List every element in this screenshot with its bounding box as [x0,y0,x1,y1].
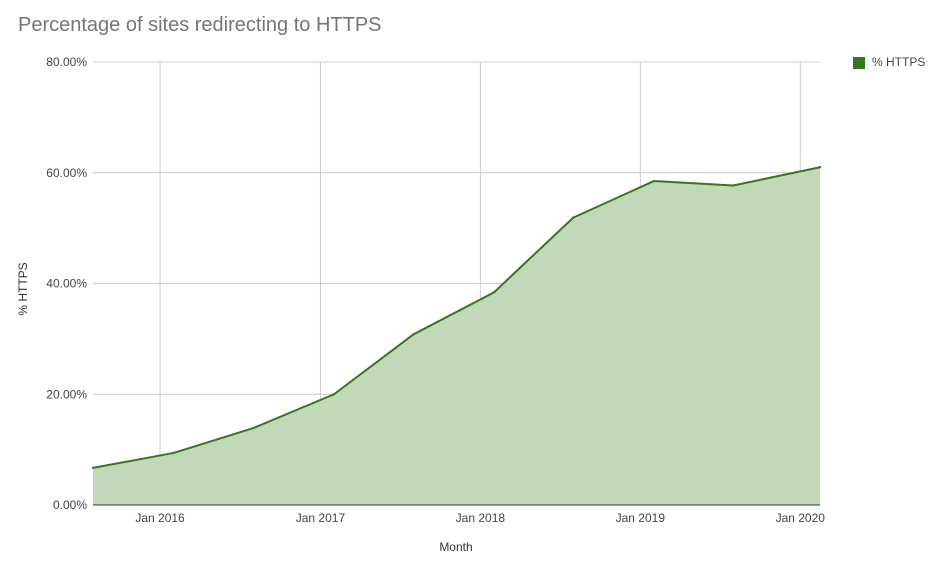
data-point [412,333,415,336]
data-point [332,393,336,396]
series-line [92,166,821,469]
data-point [91,466,95,470]
x-tick-label: Jan 2016 [135,511,185,525]
y-axis-title: % HTTPS [16,262,30,315]
series-area-fill [93,167,820,505]
x-axis-title: Month [439,540,472,554]
legend-swatch [853,57,865,69]
legend: % HTTPS [853,55,925,69]
x-tick-label: Jan 2018 [456,511,506,525]
data-point [572,216,575,219]
x-axis-ticks: Jan 2016 Jan 2017 Jan 2018 Jan 2019 Jan 2020 [135,511,825,525]
x-tick-label: Jan 2017 [296,511,346,525]
data-point [492,291,496,294]
data-point [652,179,656,183]
data-point [818,166,822,169]
x-tick-label: Jan 2020 [776,511,826,525]
data-point [732,184,735,187]
y-tick-label: 80.00% [46,55,87,69]
y-tick-label: 0.00% [53,498,87,512]
plot-area [91,166,822,506]
data-point [172,451,175,455]
x-tick-label: Jan 2019 [616,511,666,525]
legend-label: % HTTPS [872,55,925,69]
y-tick-label: 20.00% [46,387,87,401]
chart-title: Percentage of sites redirecting to HTTPS [18,14,382,36]
y-tick-label: 40.00% [46,277,87,291]
y-tick-label: 60.00% [46,166,87,180]
y-axis-ticks: 0.00% 20.00% 40.00% 60.00% 80.00% [46,55,87,512]
data-point [252,426,255,430]
